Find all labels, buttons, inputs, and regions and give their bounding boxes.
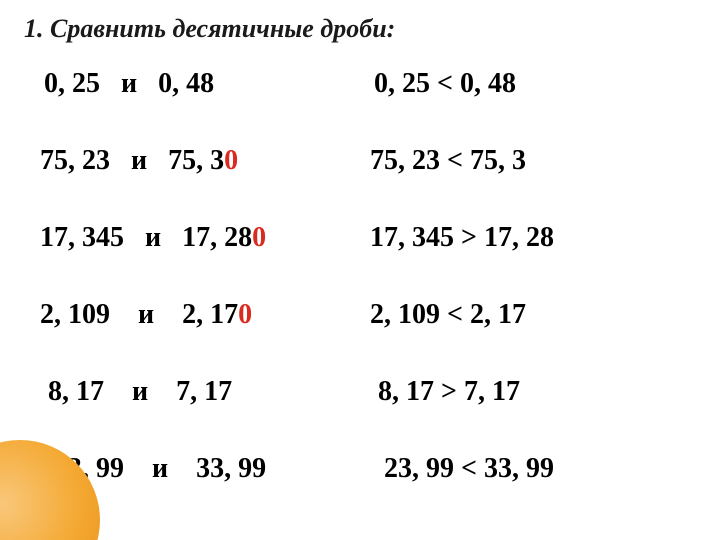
- text-segment: 0, 25 и 0, 48: [44, 68, 214, 99]
- highlight-digit: 0: [252, 222, 266, 253]
- highlight-digit: 0: [238, 299, 252, 330]
- highlight-digit: 0: [224, 145, 238, 176]
- text-segment: 17, 345 > 17, 28: [370, 222, 554, 253]
- comparison-row: 0, 25 и 0, 48 0, 25 < 0, 48: [40, 68, 680, 145]
- problem-cell: 17, 345 и 17, 280: [40, 222, 370, 254]
- answer-cell: 23, 99 < 33, 99: [384, 453, 554, 485]
- answer-cell: 0, 25 < 0, 48: [374, 68, 516, 100]
- problem-cell: 75, 23 и 75, 30: [40, 145, 370, 177]
- answer-cell: 17, 345 > 17, 28: [370, 222, 554, 254]
- text-segment: 2, 109 < 2, 17: [370, 299, 526, 330]
- problem-cell: 23, 99 и 33, 99: [40, 453, 384, 485]
- problem-cell: 8, 17 и 7, 17: [40, 376, 378, 408]
- text-segment: 2, 109 и 2, 17: [40, 299, 238, 330]
- text-segment: 8, 17 и 7, 17: [48, 376, 232, 407]
- problem-cell: 2, 109 и 2, 170: [40, 299, 370, 331]
- problem-cell: 0, 25 и 0, 48: [40, 68, 374, 100]
- text-segment: 0, 25 < 0, 48: [374, 68, 516, 99]
- text-segment: 75, 23 и 75, 3: [40, 145, 224, 176]
- comparison-row: 8, 17 и 7, 17 8, 17 > 7, 17: [40, 376, 680, 453]
- answer-cell: 2, 109 < 2, 17: [370, 299, 526, 331]
- text-segment: 23, 99 < 33, 99: [384, 453, 554, 484]
- slide-title: 1. Сравнить десятичные дроби:: [24, 14, 395, 44]
- slide-page: 1. Сравнить десятичные дроби: 0, 25 и 0,…: [0, 0, 720, 540]
- answer-cell: 8, 17 > 7, 17: [378, 376, 520, 408]
- text-segment: 75, 23 < 75, 3: [370, 145, 526, 176]
- comparison-row: 23, 99 и 33, 9923, 99 < 33, 99: [40, 453, 680, 530]
- comparison-table: 0, 25 и 0, 48 0, 25 < 0, 48 75, 23 и 75, 3…: [40, 68, 680, 530]
- answer-cell: 75, 23 < 75, 3: [370, 145, 526, 177]
- text-segment: 17, 345 и 17, 28: [40, 222, 252, 253]
- comparison-row: 17, 345 и 17, 28017, 345 > 17, 28: [40, 222, 680, 299]
- comparison-row: 75, 23 и 75, 3075, 23 < 75, 3: [40, 145, 680, 222]
- text-segment: 8, 17 > 7, 17: [378, 376, 520, 407]
- comparison-row: 2, 109 и 2, 1702, 109 < 2, 17: [40, 299, 680, 376]
